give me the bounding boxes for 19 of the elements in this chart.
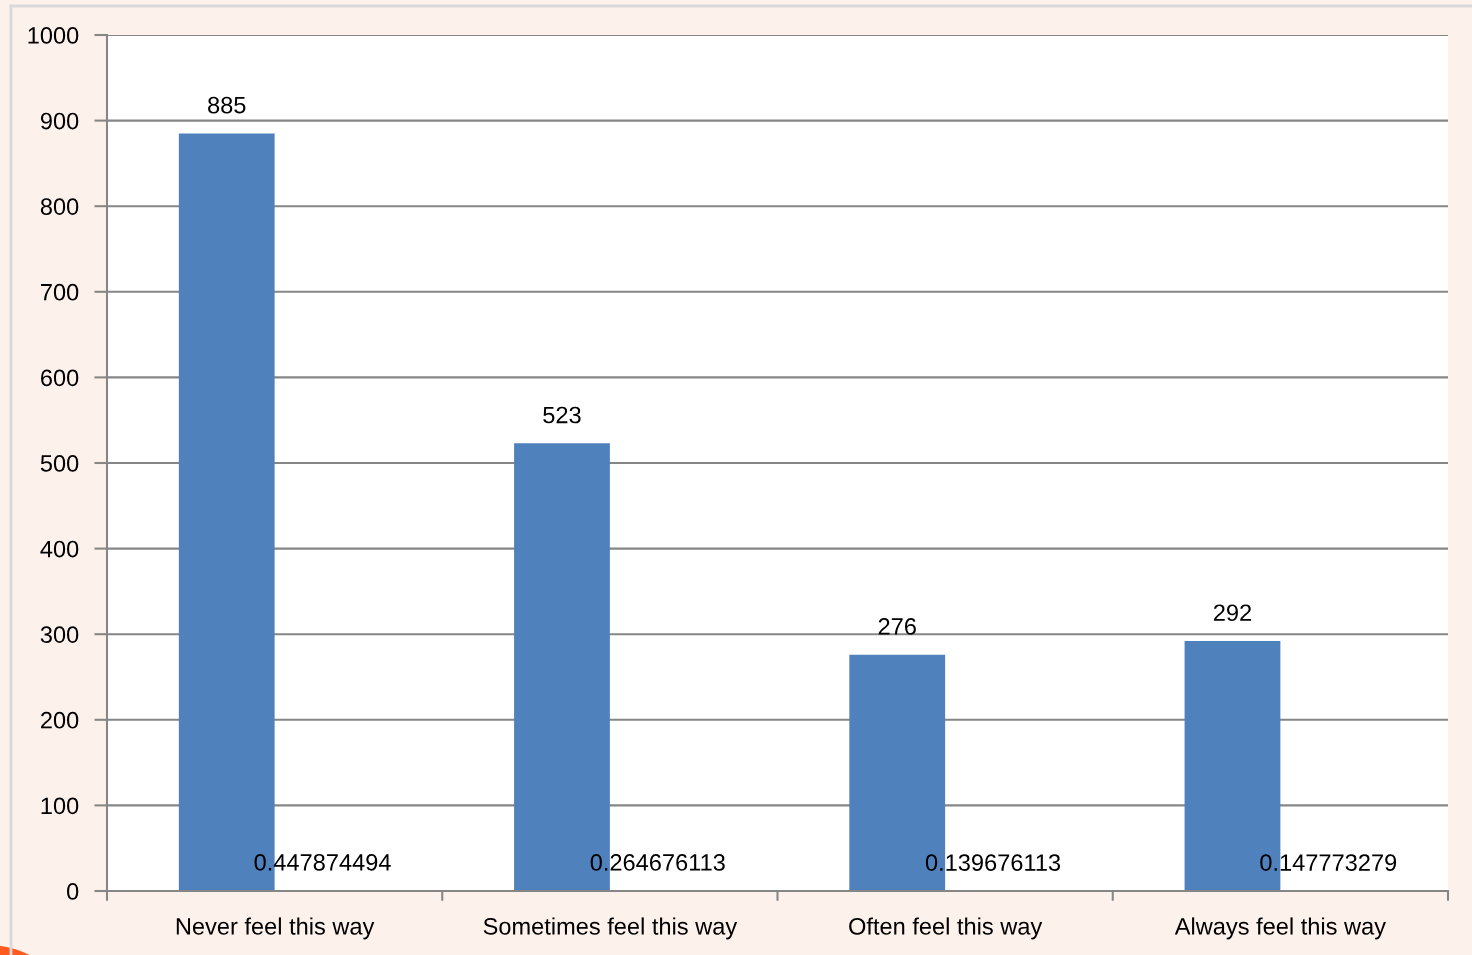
y-tick-label: 800	[40, 198, 79, 215]
x-tick-label: Never feel this way	[176, 917, 375, 940]
y-tick-label: 1000	[28, 27, 79, 44]
data-label: 292	[1213, 604, 1251, 622]
y-tick-label: 700	[41, 283, 79, 301]
data-label: 885	[208, 96, 246, 114]
y-tick-label: 400	[40, 540, 79, 558]
y-tick-label: 900	[40, 112, 79, 130]
y-tick-label: 300	[40, 626, 79, 643]
x-tick-label: Often feel this way	[849, 917, 1043, 940]
y-tick-label: 200	[41, 711, 79, 729]
y-tick-label: 500	[40, 455, 79, 472]
x-tick-label: Always feel this way	[1174, 917, 1386, 940]
y-tick-label: 0	[67, 883, 79, 900]
y-tick-label: 100	[41, 797, 79, 815]
data-label: 276	[878, 618, 916, 635]
data-label: 523	[543, 406, 581, 424]
x-tick-label: Sometimes feel this way	[483, 917, 738, 940]
y-tick-label: 600	[41, 369, 79, 387]
